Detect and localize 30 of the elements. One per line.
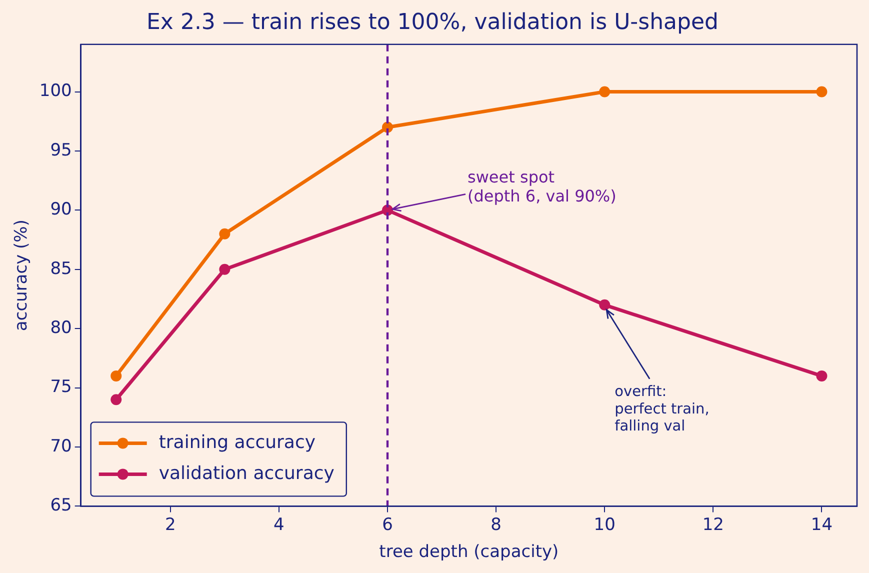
x-tick-label: 12 <box>702 514 724 535</box>
point <box>599 86 610 98</box>
y-tick-label: 75 <box>50 377 72 398</box>
y-tick-label: 65 <box>50 496 72 516</box>
point <box>219 264 230 275</box>
x-tick-label: 4 <box>274 514 284 535</box>
y-tick-label: 80 <box>50 318 72 338</box>
x-tick-label: 10 <box>594 514 616 535</box>
y-tick-label: 85 <box>50 258 72 279</box>
point <box>599 299 610 310</box>
legend-label: validation accuracy <box>158 462 335 484</box>
x-tick-label: 2 <box>164 514 176 535</box>
annotation: overfit: perfect train, falling val <box>614 384 710 435</box>
y-tick-label: 70 <box>50 436 72 456</box>
point <box>219 228 230 240</box>
point <box>110 394 122 406</box>
y-tick-label: 100 <box>39 81 72 102</box>
x-axis-title: tree depth (capacity) <box>379 542 559 562</box>
x-tick-label: 8 <box>490 514 502 535</box>
y-axis-title: accuracy (%) <box>12 220 32 332</box>
x-tick-label: 6 <box>382 514 393 535</box>
x-tick-label: 14 <box>810 514 833 535</box>
point <box>110 370 122 382</box>
annotation: sweet spot (depth 6, val 90%) <box>468 167 616 206</box>
chart-title: Ex 2.3 — train rises to 100%, validation is U-shaped <box>146 10 718 35</box>
legend-label: training accuracy <box>158 432 316 453</box>
point <box>816 370 828 382</box>
point <box>816 86 828 98</box>
y-tick-label: 90 <box>50 200 72 220</box>
y-tick-label: 95 <box>50 140 72 160</box>
